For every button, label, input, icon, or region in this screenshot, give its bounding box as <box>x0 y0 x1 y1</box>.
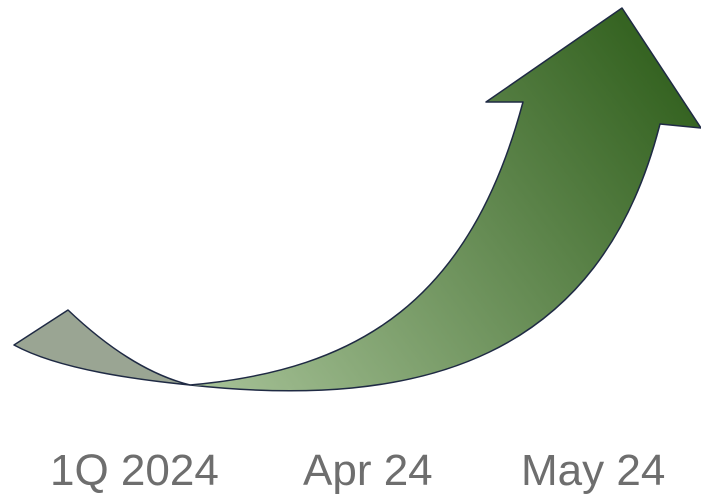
period-label-apr-24: Apr 24 <box>303 446 433 495</box>
period-label-1q-2024: 1Q 2024 <box>50 446 219 495</box>
arrow-body <box>189 7 701 392</box>
period-labels: 1Q 2024 Apr 24 May 24 <box>0 440 701 502</box>
arrow-tail <box>13 309 191 386</box>
period-label-may-24: May 24 <box>521 446 666 495</box>
curved-up-arrow-icon <box>13 7 701 392</box>
